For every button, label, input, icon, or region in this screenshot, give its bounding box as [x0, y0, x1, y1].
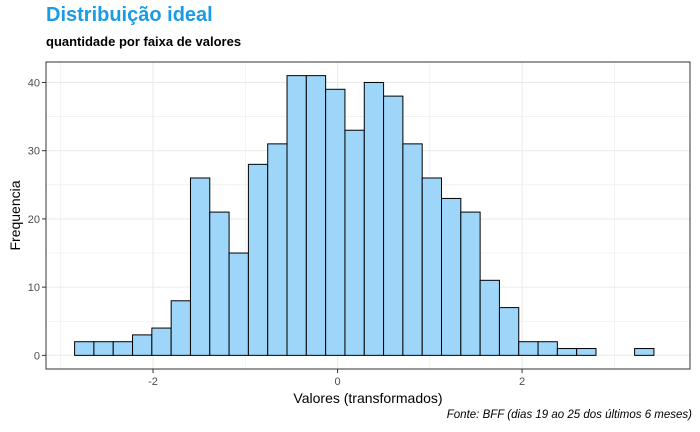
histogram-bar: [247, 163, 269, 356]
chart-subtitle: quantidade por faixa de valores: [46, 34, 242, 49]
histogram-bar: [112, 341, 134, 356]
x-tick-label: 2: [519, 376, 525, 388]
x-tick-label: 0: [334, 376, 340, 388]
histogram-bar: [286, 75, 307, 356]
histogram-bars: [74, 75, 655, 356]
histogram-bar: [498, 307, 520, 356]
y-tick-label: 10: [28, 282, 40, 294]
chart-caption: Fonte: BFF (dias 19 ao 25 dos últimos 6 …: [446, 409, 692, 421]
histogram-bar: [151, 327, 172, 356]
x-tick-label: -2: [148, 376, 158, 388]
chart-title: Distribuição ideal: [46, 4, 213, 26]
y-axis-ticks: 0 10 20 30 40: [28, 77, 46, 362]
histogram-bar: [344, 129, 365, 356]
histogram-bar: [363, 81, 385, 356]
histogram-bar: [325, 88, 346, 356]
histogram-bar: [209, 211, 230, 356]
histogram-bar: [267, 143, 288, 356]
x-axis-title: Valores (transformados): [293, 390, 442, 406]
histogram-bar: [383, 95, 404, 356]
histogram-bar: [228, 252, 249, 356]
histogram-bar: [93, 341, 114, 356]
histogram-bar: [576, 348, 597, 356]
y-tick-label: 40: [28, 77, 40, 89]
histogram-bar: [305, 75, 327, 356]
histogram-bar: [402, 143, 423, 356]
histogram-bar: [74, 341, 95, 356]
y-tick-label: 20: [28, 214, 40, 226]
histogram-bar: [556, 348, 578, 356]
histogram-bar: [479, 279, 500, 356]
plot-panel-border: [45, 61, 691, 370]
histogram-bar: [634, 348, 655, 356]
y-tick-label: 30: [28, 146, 40, 158]
histogram-bar: [421, 177, 443, 356]
histogram-bar: [537, 341, 558, 356]
y-axis-title: Frequencia: [7, 180, 23, 250]
histogram-bar: [132, 334, 153, 356]
histogram-bar: [170, 300, 191, 356]
histogram-bar: [189, 177, 211, 356]
x-axis-ticks: -2 0 2: [148, 369, 525, 388]
histogram-bar: [441, 197, 462, 356]
histogram-bar: [460, 211, 481, 356]
y-tick-label: 0: [34, 350, 40, 362]
histogram-bar: [518, 341, 539, 356]
